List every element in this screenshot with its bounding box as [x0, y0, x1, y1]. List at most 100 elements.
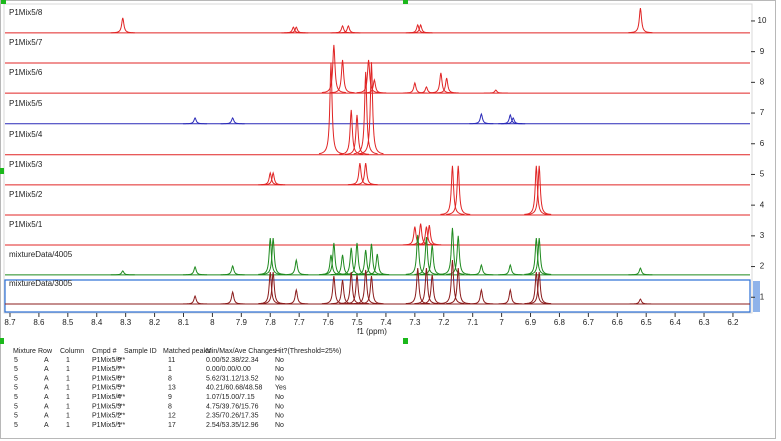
- peak: [359, 276, 384, 305]
- peak: [284, 26, 309, 34]
- table-cell: 1: [66, 385, 70, 392]
- table-cell: ***: [117, 366, 125, 373]
- handle[interactable]: [0, 168, 4, 174]
- table-cell: No: [275, 413, 284, 420]
- trace-label: P1Mix5/3: [9, 160, 43, 169]
- peak: [284, 258, 309, 276]
- table-cell: No: [275, 422, 284, 429]
- peak: [446, 268, 471, 305]
- table-cell: P1Mix5/7: [92, 366, 121, 373]
- peak: [183, 265, 208, 276]
- table-header: Column: [60, 348, 84, 355]
- peak: [110, 17, 135, 34]
- peak: [417, 225, 442, 246]
- table-cell: 4.75/39.76/15.76: [206, 403, 259, 410]
- peak: [220, 290, 245, 305]
- table-cell: A: [44, 413, 49, 420]
- peak: [527, 237, 552, 275]
- table-cell: P1Mix5/2: [92, 413, 121, 420]
- table-cell: 5: [14, 385, 18, 392]
- peak: [434, 77, 459, 94]
- x-tick-label: 6.3: [698, 318, 710, 327]
- table-cell: 1: [66, 422, 70, 429]
- peak: [353, 269, 378, 305]
- handle[interactable]: [0, 338, 4, 344]
- peak: [440, 165, 465, 215]
- peak: [353, 163, 378, 186]
- x-tick-label: 7.6: [323, 318, 335, 327]
- peak: [524, 165, 549, 215]
- selection-box[interactable]: [4, 279, 751, 313]
- table-cell: ***: [117, 375, 125, 382]
- x-tick-label: 7.5: [351, 318, 363, 327]
- plot-frame: [3, 3, 753, 314]
- x-tick-label: 7.1: [467, 318, 479, 327]
- x-tick-label: 7.8: [265, 318, 277, 327]
- x-tick-label: 6.5: [641, 318, 653, 327]
- peak: [498, 263, 523, 276]
- table-cell: 8: [168, 403, 172, 410]
- table-cell: 2.35/70.26/17.35: [206, 413, 259, 420]
- peak: [321, 44, 346, 94]
- trace-label: P1Mix5/7: [9, 38, 43, 47]
- peak: [359, 62, 384, 155]
- table-cell: 1: [66, 394, 70, 401]
- peak: [498, 287, 523, 305]
- peak: [261, 171, 286, 186]
- table-cell: 5.62/31.12/13.52: [206, 375, 259, 382]
- table-cell: A: [44, 385, 49, 392]
- table-cell: No: [275, 394, 284, 401]
- peak: [339, 109, 364, 155]
- table-cell: A: [44, 394, 49, 401]
- peak: [183, 117, 208, 125]
- peak: [420, 274, 445, 305]
- table-cell: 11: [168, 357, 175, 364]
- table-cell: 1.07/15.00/7.15: [206, 394, 255, 401]
- table-cell: No: [275, 366, 284, 373]
- table-cell: P1Mix5/4: [92, 394, 121, 401]
- peak: [628, 7, 653, 34]
- x-tick-label: 6.4: [670, 318, 682, 327]
- table-cell: 0.00/52.38/22.34: [206, 357, 259, 364]
- x-tick-label: 8.2: [149, 318, 161, 327]
- peak: [628, 298, 653, 305]
- peak: [440, 260, 465, 304]
- table-cell: 5: [14, 403, 18, 410]
- table-cell: ***: [117, 394, 125, 401]
- x-tick-label: 7.4: [380, 318, 392, 327]
- table-cell: 1: [66, 413, 70, 420]
- peak: [353, 249, 378, 276]
- trace-label: mixtureData/3005: [9, 279, 73, 288]
- table-cell: P1Mix5/3: [92, 403, 121, 410]
- x-tick-label: 8.6: [33, 318, 45, 327]
- trace-label: P1Mix5/8: [9, 8, 43, 17]
- x-tick-label: 8.5: [62, 318, 74, 327]
- handle[interactable]: [403, 338, 408, 344]
- peak: [469, 112, 494, 125]
- peak: [527, 165, 552, 215]
- table-cell: ***: [117, 422, 125, 429]
- peak: [353, 71, 378, 155]
- x-tick-label: 6.6: [612, 318, 624, 327]
- selection-tab[interactable]: [753, 281, 760, 312]
- handle[interactable]: [1, 0, 6, 4]
- handle[interactable]: [403, 0, 408, 4]
- x-tick-label: 7.3: [409, 318, 421, 327]
- peak: [330, 24, 355, 34]
- peak: [359, 243, 384, 275]
- peak: [483, 89, 508, 94]
- table-cell: 5: [14, 357, 18, 364]
- x-tick-label: 7.2: [438, 318, 450, 327]
- x-axis-label: f1 (ppm): [357, 327, 387, 336]
- table-cell: A: [44, 422, 49, 429]
- table-cell: 17: [168, 422, 176, 429]
- x-tick-label: 6.7: [583, 318, 595, 327]
- table-cell: 1: [66, 357, 70, 364]
- trace-label: mixtureData/4005: [9, 250, 73, 259]
- peak: [336, 24, 361, 34]
- y-tick-label: 1: [760, 292, 765, 301]
- x-tick-label: 8.4: [91, 318, 103, 327]
- table-header: Hit?(Threshold=25%): [275, 348, 341, 355]
- table-cell: 1: [66, 403, 70, 410]
